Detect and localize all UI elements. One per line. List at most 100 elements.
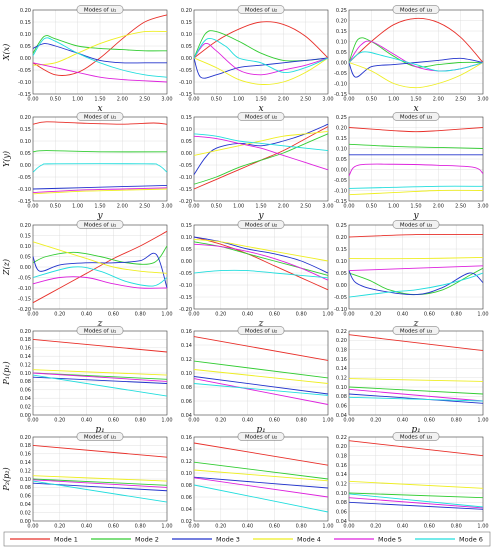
panel-title: Modes of u₃ xyxy=(400,329,432,335)
y-tick-label: 0.10 xyxy=(20,244,31,250)
panel-r3-c1: 0.04 0.06 0.08 0.10 0.12 0.14 0.16 0.00 0.20 0.40… xyxy=(181,326,334,435)
series-line-mode-3 xyxy=(348,393,484,404)
x-tick-label: 0.60 xyxy=(108,524,119,530)
y-tick-label: 0.04 xyxy=(20,502,31,508)
x-axis-label: y xyxy=(96,211,103,221)
y-tick-label: 0.05 xyxy=(336,50,347,56)
x-tick-label: 0.80 xyxy=(135,524,146,530)
panel-title: Modes of u₂ xyxy=(245,8,277,14)
x-axis-label: z xyxy=(413,319,419,329)
y-tick-label: 0.15 xyxy=(181,115,192,121)
x-tick-label: 0.40 xyxy=(397,524,408,530)
panel-r2-c2: -0.10 -0.05 0.00 0.05 0.10 0.15 0.20 0.25 0.00 0.… xyxy=(334,220,489,329)
x-tick-label: 2.00 xyxy=(433,204,444,210)
x-tick-label: 0.20 xyxy=(370,312,381,318)
series-line-mode-5 xyxy=(32,276,168,289)
series-line-mode-6 xyxy=(348,272,484,298)
panel-title-box xyxy=(76,112,124,121)
series-line-mode-3 xyxy=(32,43,167,64)
series-line-mode-4 xyxy=(348,62,484,89)
x-axis-label: z xyxy=(97,319,103,329)
x-tick-label: 0.60 xyxy=(424,524,435,530)
x-axis-label: x xyxy=(258,104,263,114)
y-tick-label: 0.16 xyxy=(20,452,31,458)
x-tick-label: 0.50 xyxy=(50,204,61,210)
series-line-mode-5 xyxy=(193,477,329,498)
series-line-mode-6 xyxy=(32,37,168,78)
x-tick-label: 1.00 xyxy=(388,97,399,103)
series-line-mode-2 xyxy=(32,35,168,54)
series-line-mode-1 xyxy=(193,236,329,291)
legend-frame xyxy=(3,531,491,547)
x-tick-label: 3.00 xyxy=(322,204,333,210)
y-tick-label: 0.25 xyxy=(336,115,347,121)
series-line-mode-2 xyxy=(32,478,168,486)
series-line-mode-4 xyxy=(193,57,329,85)
series-line-mode-5 xyxy=(193,135,329,171)
x-axis-label: p₁ xyxy=(256,425,265,435)
y-tick-label: -0.15 xyxy=(334,92,347,98)
panel-title: Modes of u₃ xyxy=(400,435,432,441)
x-tick-label: 1.50 xyxy=(94,97,105,103)
y-tick-label: 0.08 xyxy=(336,500,347,506)
y-tick-label: 0.10 xyxy=(181,471,192,477)
y-tick-label: 0.05 xyxy=(20,151,31,157)
y-tick-label: 0.20 xyxy=(336,125,347,131)
series-line-mode-5 xyxy=(32,372,168,382)
x-tick-label: 0.80 xyxy=(296,312,307,318)
series-line-mode-4 xyxy=(193,130,329,156)
y-tick-label: 0.20 xyxy=(336,444,347,450)
panel-title: Modes of u₁ xyxy=(84,435,116,441)
y-tick-label: 0.12 xyxy=(181,357,192,363)
y-axis-label: P₂(p₂) xyxy=(2,467,11,491)
y-tick-label: -0.15 xyxy=(179,187,192,193)
series-line-mode-5 xyxy=(348,497,484,509)
panel-title-box xyxy=(76,5,124,14)
y-tick-label: -0.05 xyxy=(179,163,192,169)
y-tick-label: -0.20 xyxy=(179,199,192,205)
x-tick-label: 1.00 xyxy=(72,97,83,103)
series-line-mode-6 xyxy=(193,37,329,73)
y-axis-label: Y(y) xyxy=(2,151,11,167)
y-axis-label: P₁(p₁) xyxy=(2,361,11,385)
x-tick-label: 2.50 xyxy=(139,204,150,210)
series-line-mode-3 xyxy=(32,252,168,289)
series-line-mode-4 xyxy=(193,469,329,482)
y-tick-label: -0.10 xyxy=(334,307,347,313)
y-tick-label: 0.16 xyxy=(181,435,192,441)
y-tick-label: 0.18 xyxy=(20,443,31,449)
y-tick-label: 0.06 xyxy=(20,494,31,500)
x-tick-label: 1.00 xyxy=(161,418,172,424)
series-line-mode-3 xyxy=(348,57,484,78)
series-line-mode-2 xyxy=(193,241,329,276)
y-tick-label: -0.10 xyxy=(18,80,31,86)
panel-r4-c2: 0.04 0.06 0.08 0.10 0.12 0.14 0.16 0.18 0.20 0.22… xyxy=(336,432,489,541)
y-tick-label: -0.15 xyxy=(179,92,192,98)
x-tick-label: 2.00 xyxy=(117,204,128,210)
y-tick-label: 0.00 xyxy=(181,151,192,157)
panel-title-box xyxy=(76,432,124,441)
x-axis-label: p₁ xyxy=(411,425,420,435)
x-tick-label: 0.00 xyxy=(343,312,354,318)
y-tick-label: 0.05 xyxy=(181,247,192,253)
x-tick-label: 0.60 xyxy=(269,418,280,424)
x-tick-label: 0.60 xyxy=(424,312,435,318)
y-tick-label: -0.10 xyxy=(179,80,192,86)
x-tick-label: 0.40 xyxy=(242,312,253,318)
x-tick-label: 0.20 xyxy=(54,524,65,530)
legend-label-mode-4: Mode 4 xyxy=(297,535,321,543)
panel-title-box xyxy=(76,220,124,229)
series-line-mode-4 xyxy=(348,256,484,260)
series-line-mode-6 xyxy=(348,185,484,189)
y-tick-label: 0.10 xyxy=(336,491,347,497)
x-tick-label: 0.00 xyxy=(188,204,199,210)
x-tick-label: 0.40 xyxy=(81,524,92,530)
series-line-mode-3 xyxy=(193,123,329,175)
x-tick-label: 0.80 xyxy=(135,418,146,424)
x-tick-label: 3.00 xyxy=(161,204,172,210)
y-tick-label: 0.06 xyxy=(181,495,192,501)
series-line-mode-1 xyxy=(193,336,329,361)
y-tick-label: 0.12 xyxy=(20,468,31,474)
x-tick-label: 0.20 xyxy=(215,418,226,424)
y-tick-label: 0.02 xyxy=(181,519,192,525)
